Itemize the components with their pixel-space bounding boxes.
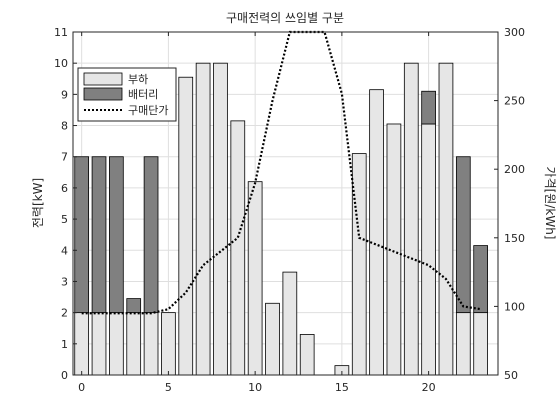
y-right-tick-label: 250: [504, 95, 525, 108]
bar-load: [299, 334, 315, 376]
y-left-tick-label: 2: [61, 307, 68, 320]
bar-load: [247, 181, 263, 376]
x-tick-label: 0: [78, 381, 85, 394]
bar-battery: [421, 90, 436, 125]
y-left-tick-label: 11: [54, 26, 68, 39]
bar-load: [455, 312, 471, 376]
y-left-tick-label: 8: [61, 120, 68, 133]
bar-load: [161, 312, 176, 376]
bar-load: [109, 312, 124, 376]
bar-battery: [143, 156, 159, 314]
x-tick-label: 15: [335, 381, 349, 394]
bar-battery: [455, 156, 471, 314]
bar-load: [282, 271, 298, 376]
y-right-tick-label: 100: [504, 300, 525, 313]
legend-label-price: 구매단가: [128, 104, 168, 117]
y-left-tick-label: 10: [54, 57, 68, 70]
bar-load: [91, 312, 107, 376]
x-tick-label: 20: [422, 381, 436, 394]
bar-load: [438, 62, 454, 376]
y-axis-right-label: 가격[원/kWh]: [543, 167, 557, 240]
bar-load: [473, 312, 488, 376]
plot-frame: [72, 31, 499, 376]
bar-load: [143, 312, 159, 376]
y-left-tick-label: 4: [61, 244, 68, 257]
bar-battery: [126, 298, 142, 314]
bar-battery: [109, 156, 124, 314]
legend-label-load: 부하: [128, 72, 148, 86]
bar-load: [351, 153, 367, 376]
legend-swatch-load: [83, 72, 123, 86]
legend: 부하 배터리 구매단가: [77, 67, 177, 122]
bar-battery: [91, 156, 107, 314]
price-line-group: [81, 30, 481, 315]
bar-load: [230, 120, 246, 376]
y-right-tick-label: 300: [504, 26, 525, 39]
bar-battery: [473, 245, 488, 314]
legend-label-battery: 배터리: [128, 88, 158, 101]
price-line: [81, 30, 481, 315]
y-left-tick-label: 0: [61, 369, 68, 382]
y-left-tick-label: 5: [61, 213, 68, 226]
bar-load: [195, 62, 211, 376]
bar-load: [369, 89, 384, 376]
bar-load: [265, 302, 280, 376]
bar-load: [421, 123, 436, 376]
chart-title: 구매전력의 쓰임별 구분: [226, 11, 344, 25]
legend-swatch-battery: [83, 87, 123, 101]
bar-load: [178, 76, 194, 376]
bar-load: [403, 62, 419, 376]
bars: [74, 62, 488, 376]
y-right-tick-label: 50: [504, 369, 518, 382]
bar-load: [126, 312, 142, 376]
y-left-tick-label: 3: [61, 275, 68, 288]
x-tick-label: 5: [165, 381, 172, 394]
y-axis-left-label: 전력[kW]: [31, 178, 45, 228]
bar-battery: [74, 156, 90, 314]
x-tick-label: 10: [248, 381, 262, 394]
y-right-tick-label: 150: [504, 232, 525, 245]
y-left-tick-label: 1: [61, 338, 68, 351]
y-right-tick-label: 200: [504, 163, 525, 176]
y-left-tick-label: 9: [61, 88, 68, 101]
y-left-tick-label: 7: [61, 151, 68, 164]
y-left-tick-label: 6: [61, 182, 68, 195]
bar-load: [213, 62, 228, 376]
